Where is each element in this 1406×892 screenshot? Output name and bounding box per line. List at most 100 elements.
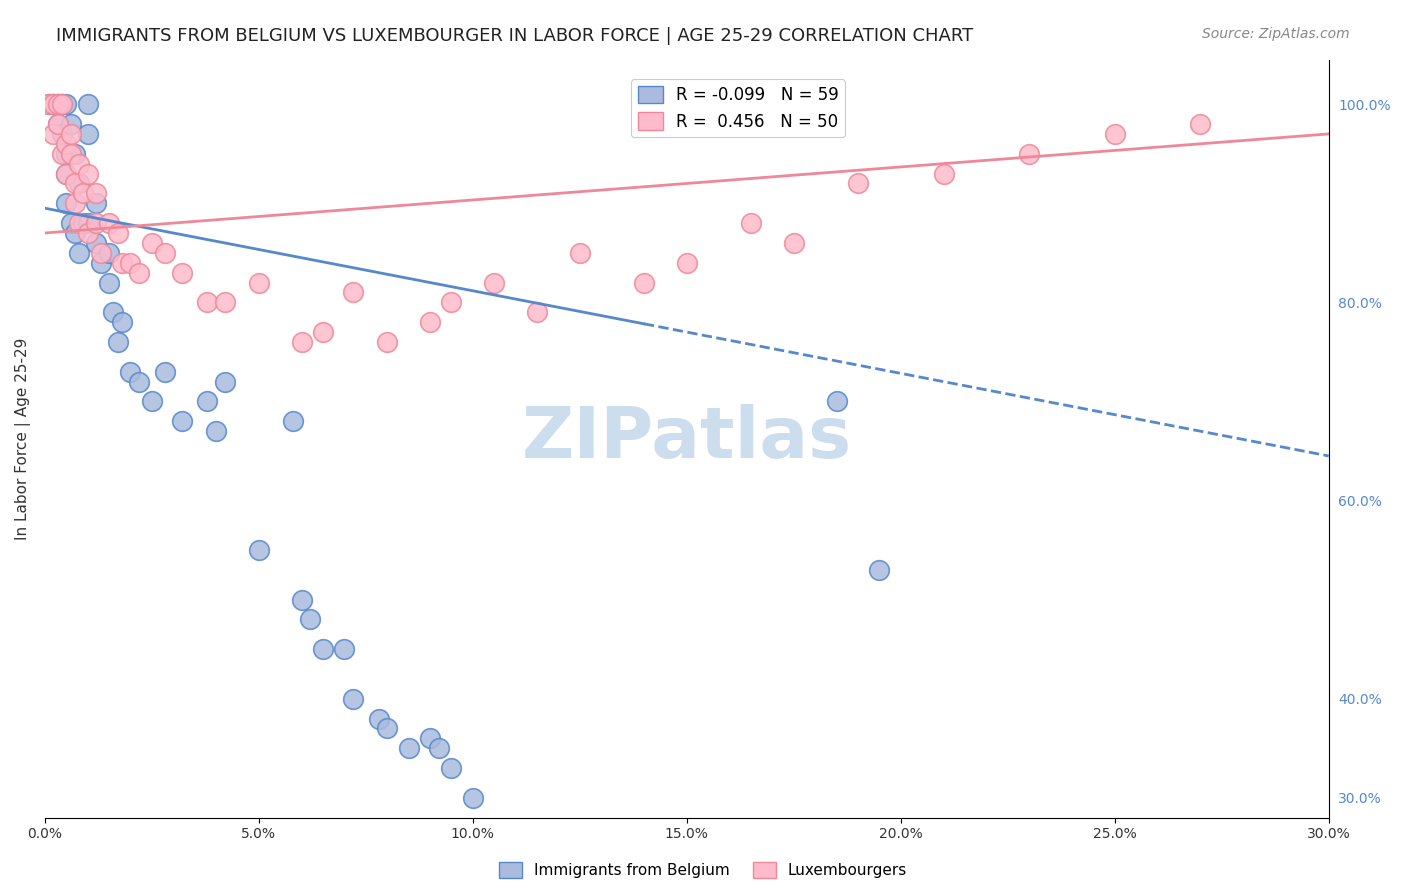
Point — [932, 167, 955, 181]
Point — [67, 216, 90, 230]
Point — [440, 295, 463, 310]
Point — [55, 167, 77, 181]
Point — [46, 97, 69, 112]
Point — [568, 245, 591, 260]
Point — [84, 196, 107, 211]
Point — [67, 245, 90, 260]
Point — [42, 97, 65, 112]
Legend: R = -0.099   N = 59, R =  0.456   N = 50: R = -0.099 N = 59, R = 0.456 N = 50 — [631, 79, 845, 137]
Point — [526, 305, 548, 319]
Point — [76, 167, 98, 181]
Point — [55, 136, 77, 151]
Point — [740, 216, 762, 230]
Text: IMMIGRANTS FROM BELGIUM VS LUXEMBOURGER IN LABOR FORCE | AGE 25-29 CORRELATION C: IMMIGRANTS FROM BELGIUM VS LUXEMBOURGER … — [56, 27, 973, 45]
Point — [46, 117, 69, 131]
Point — [846, 177, 869, 191]
Point — [98, 245, 121, 260]
Point — [38, 97, 60, 112]
Point — [205, 424, 228, 438]
Point — [51, 127, 73, 141]
Point — [51, 97, 73, 112]
Point — [128, 375, 150, 389]
Point — [46, 97, 69, 112]
Point — [247, 543, 270, 558]
Point — [76, 97, 98, 112]
Point — [59, 127, 82, 141]
Point — [312, 642, 335, 657]
Point — [111, 256, 134, 270]
Point — [170, 266, 193, 280]
Point — [84, 186, 107, 201]
Point — [427, 741, 450, 756]
Point — [141, 235, 163, 250]
Point — [98, 216, 121, 230]
Point — [51, 146, 73, 161]
Point — [496, 889, 519, 892]
Point — [76, 127, 98, 141]
Point — [247, 276, 270, 290]
Point — [440, 761, 463, 775]
Legend: Immigrants from Belgium, Luxembourgers: Immigrants from Belgium, Luxembourgers — [492, 856, 914, 884]
Point — [419, 315, 441, 329]
Point — [67, 156, 90, 170]
Point — [170, 414, 193, 428]
Point — [107, 226, 129, 240]
Point — [153, 365, 176, 379]
Point — [461, 790, 484, 805]
Point — [398, 741, 420, 756]
Point — [375, 334, 398, 349]
Point — [67, 177, 90, 191]
Point — [59, 146, 82, 161]
Point — [419, 731, 441, 746]
Point — [141, 394, 163, 409]
Point — [291, 592, 314, 607]
Point — [42, 97, 65, 112]
Point — [98, 276, 121, 290]
Point — [42, 97, 65, 112]
Y-axis label: In Labor Force | Age 25-29: In Labor Force | Age 25-29 — [15, 337, 31, 540]
Point — [333, 642, 356, 657]
Point — [312, 325, 335, 339]
Point — [51, 97, 73, 112]
Point — [46, 117, 69, 131]
Point — [63, 177, 86, 191]
Point — [76, 226, 98, 240]
Point — [84, 235, 107, 250]
Point — [825, 394, 848, 409]
Point — [111, 315, 134, 329]
Point — [59, 117, 82, 131]
Point — [42, 127, 65, 141]
Point — [72, 216, 94, 230]
Point — [89, 245, 111, 260]
Point — [103, 305, 125, 319]
Point — [482, 276, 505, 290]
Point — [214, 375, 236, 389]
Point — [783, 235, 806, 250]
Point — [107, 334, 129, 349]
Point — [299, 612, 322, 626]
Point — [1104, 127, 1126, 141]
Text: Source: ZipAtlas.com: Source: ZipAtlas.com — [1202, 27, 1350, 41]
Point — [291, 334, 314, 349]
Point — [63, 226, 86, 240]
Point — [55, 167, 77, 181]
Point — [1018, 146, 1040, 161]
Point — [367, 712, 389, 726]
Point — [342, 691, 364, 706]
Point — [59, 216, 82, 230]
Point — [128, 266, 150, 280]
Point — [197, 295, 219, 310]
Point — [120, 365, 142, 379]
Point — [63, 196, 86, 211]
Point — [675, 256, 697, 270]
Point — [197, 394, 219, 409]
Point — [38, 97, 60, 112]
Point — [281, 414, 304, 428]
Point — [868, 563, 890, 577]
Point — [214, 295, 236, 310]
Point — [1189, 117, 1212, 131]
Point — [55, 196, 77, 211]
Point — [342, 285, 364, 300]
Point — [46, 97, 69, 112]
Point — [84, 216, 107, 230]
